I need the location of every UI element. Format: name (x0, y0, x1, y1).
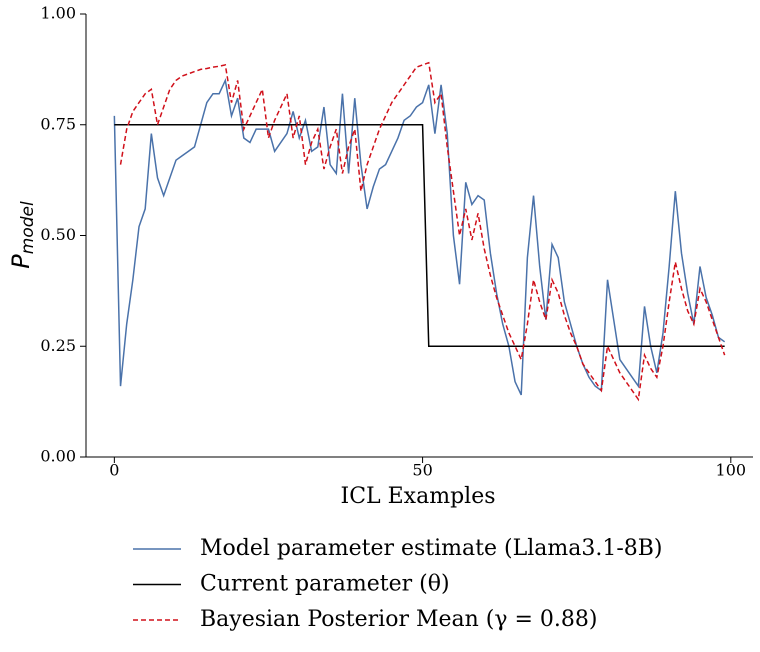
legend-label: Model parameter estimate (Llama3.1-8B) (200, 536, 663, 561)
y-axis-label-sub: model (18, 201, 38, 254)
y-tick-label: 0.00 (40, 447, 76, 466)
y-tick-label: 1.00 (40, 4, 76, 23)
y-tick-label: 0.50 (40, 225, 76, 244)
y-tick-label: 0.25 (40, 336, 76, 355)
legend-label: Current parameter (θ) (200, 572, 450, 597)
y-tick-label: 0.75 (40, 114, 76, 133)
series-line (113, 77, 726, 396)
x-tick-label: 100 (716, 461, 747, 480)
x-tick-label: 50 (412, 461, 432, 480)
x-axis-label: ICL Examples (341, 484, 496, 509)
legend-label: Bayesian Posterior Mean (γ = 0.88) (200, 607, 598, 632)
series-line (119, 61, 726, 402)
x-tick-label: 0 (109, 461, 119, 480)
series-line (114, 124, 725, 347)
y-axis-label: Pmodel (7, 201, 38, 269)
y-axis-label-main: P (7, 254, 35, 269)
